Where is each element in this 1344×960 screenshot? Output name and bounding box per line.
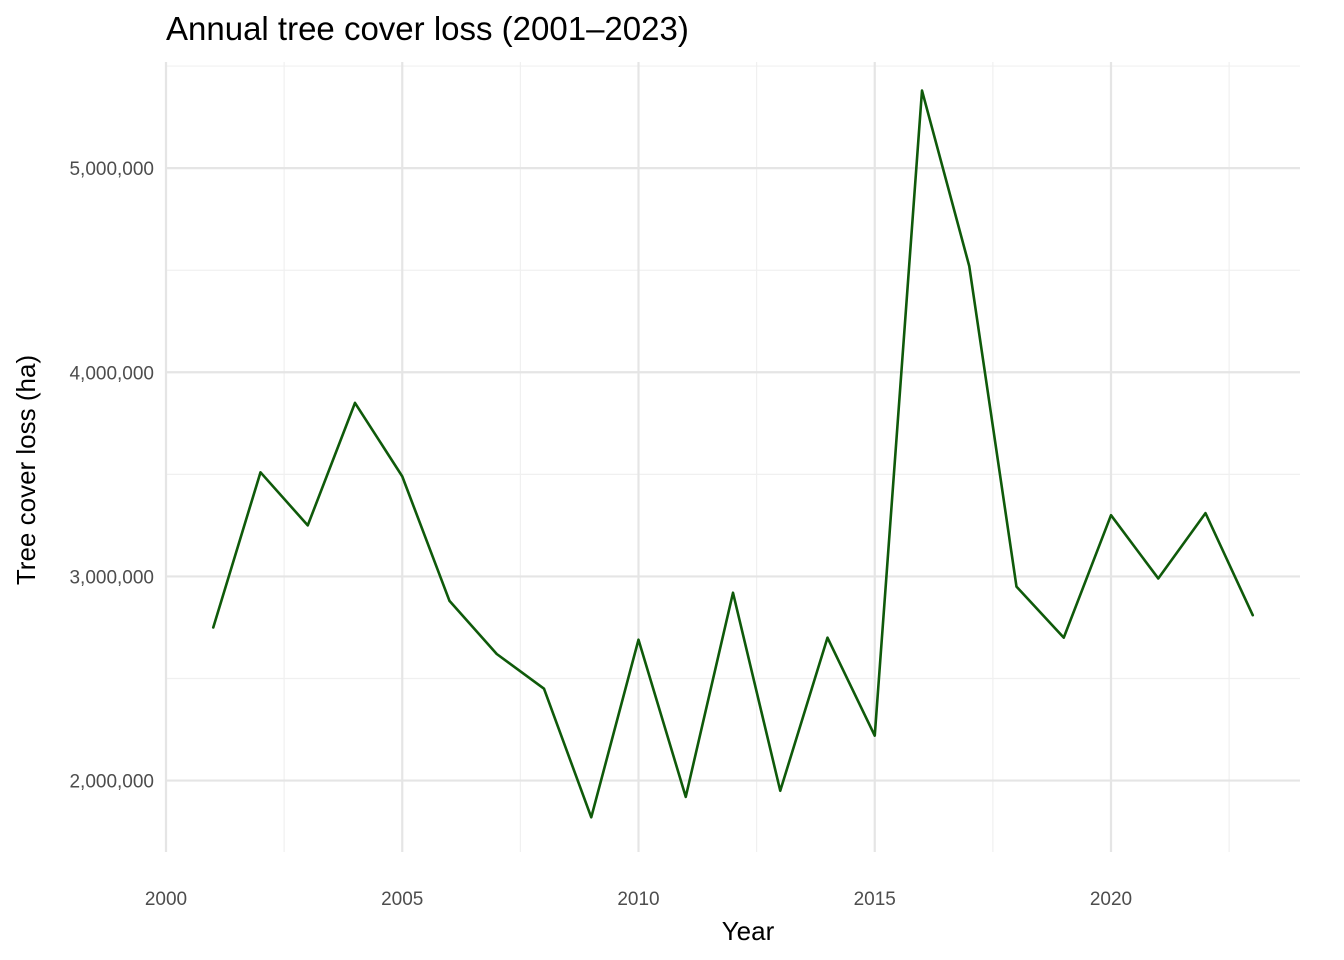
x-tick-label: 2005 bbox=[381, 889, 423, 910]
chart-title: Annual tree cover loss (2001–2023) bbox=[166, 10, 689, 47]
x-tick-label: 2015 bbox=[854, 889, 896, 910]
y-tick-label: 3,000,000 bbox=[69, 567, 154, 588]
x-axis-ticks: 2000 2005 2010 2015 2020 bbox=[145, 889, 1132, 910]
x-tick-label: 2010 bbox=[617, 889, 659, 910]
grid bbox=[164, 62, 1300, 852]
y-tick-label: 5,000,000 bbox=[69, 159, 154, 180]
y-axis-title: Tree cover loss (ha) bbox=[11, 355, 41, 585]
series-layer bbox=[211, 89, 1255, 819]
y-tick-label: 4,000,000 bbox=[69, 363, 154, 384]
x-tick-label: 2000 bbox=[145, 889, 187, 910]
y-axis-ticks: 2,000,000 3,000,000 4,000,000 5,000,000 bbox=[69, 159, 154, 792]
x-axis-title: Year bbox=[722, 916, 775, 946]
y-tick-label: 2,000,000 bbox=[69, 772, 154, 793]
x-tick-label: 2020 bbox=[1090, 889, 1132, 910]
series-line bbox=[211, 89, 1255, 819]
